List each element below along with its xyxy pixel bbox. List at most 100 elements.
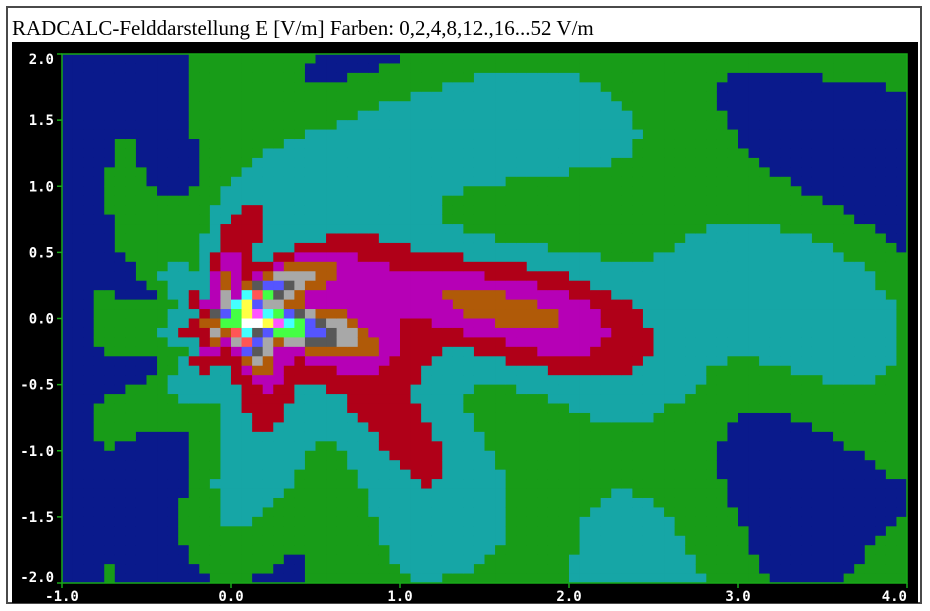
heatmap-cell	[801, 422, 813, 433]
heatmap-cell	[748, 290, 760, 301]
heatmap-cell	[452, 91, 464, 102]
heatmap-cell	[484, 488, 496, 499]
heatmap-cell	[326, 290, 338, 301]
heatmap-cell	[569, 157, 580, 168]
heatmap-cell	[252, 460, 264, 471]
heatmap-cell	[516, 327, 528, 338]
heatmap-cell	[569, 224, 580, 234]
heatmap-cell	[336, 545, 348, 556]
heatmap-cell	[231, 205, 242, 215]
heatmap-cell	[611, 167, 623, 178]
heatmap-cell	[674, 441, 686, 452]
heatmap-cell	[431, 375, 443, 386]
heatmap-cell	[294, 110, 306, 121]
heatmap-cell	[484, 186, 496, 197]
heatmap-cell	[885, 564, 897, 574]
heatmap-cell	[410, 72, 422, 83]
heatmap-cell	[516, 309, 528, 319]
heatmap-cell	[864, 195, 876, 206]
heatmap-cell	[283, 412, 295, 423]
heatmap-cell	[484, 271, 496, 282]
heatmap-cell	[706, 205, 718, 215]
heatmap-cell	[231, 252, 242, 263]
heatmap-cell	[664, 554, 676, 565]
heatmap-cell	[590, 72, 602, 83]
heatmap-cell	[611, 129, 623, 140]
heatmap-cell	[833, 507, 845, 518]
heatmap-cell	[558, 139, 570, 149]
heatmap-cell	[833, 441, 845, 452]
heatmap-cell	[537, 507, 549, 518]
heatmap-cell	[790, 346, 802, 357]
heatmap-cell	[157, 261, 169, 272]
heatmap-cell	[157, 526, 169, 537]
heatmap-cell	[526, 233, 538, 244]
heatmap-cell	[104, 271, 116, 282]
heatmap-cell	[558, 384, 570, 395]
heatmap-cell	[621, 148, 633, 159]
heatmap-cell	[188, 346, 200, 357]
heatmap-cell	[896, 365, 908, 376]
heatmap-cell	[421, 479, 433, 489]
heatmap-cell	[146, 280, 158, 291]
heatmap-cell	[283, 497, 295, 508]
heatmap-cell	[114, 120, 126, 130]
heatmap-cell	[864, 101, 876, 112]
heatmap-cell	[642, 91, 654, 102]
heatmap-cell	[516, 148, 528, 159]
heatmap-cell	[611, 290, 623, 301]
heatmap-cell	[885, 346, 897, 357]
heatmap-cell	[273, 460, 285, 471]
heatmap-cell	[83, 422, 95, 433]
heatmap-cell	[135, 129, 147, 140]
heatmap-cell	[135, 441, 147, 452]
heatmap-cell	[389, 403, 401, 414]
heatmap-cell	[759, 516, 771, 527]
heatmap-cell	[790, 554, 802, 565]
heatmap-cell	[885, 139, 897, 149]
heatmap-cell	[495, 554, 507, 565]
heatmap-cell	[262, 384, 274, 395]
heatmap-cell	[896, 167, 908, 178]
heatmap-cell	[632, 497, 644, 508]
heatmap-cell	[83, 460, 95, 471]
heatmap-cell	[769, 422, 781, 433]
heatmap-cell	[569, 479, 580, 489]
heatmap-cell	[674, 214, 686, 225]
heatmap-cell	[294, 157, 306, 168]
heatmap-cell	[822, 431, 834, 442]
heatmap-cell	[885, 337, 897, 348]
heatmap-cell	[896, 535, 908, 546]
heatmap-cell	[505, 545, 517, 556]
heatmap-cell	[547, 205, 559, 215]
heatmap-cell	[135, 309, 147, 319]
heatmap-cell	[294, 526, 306, 537]
heatmap-cell	[273, 403, 285, 414]
heatmap-cell	[864, 252, 876, 263]
heatmap-cell	[315, 497, 327, 508]
y-tick-label: -0.5	[20, 378, 54, 394]
heatmap-cell	[431, 242, 443, 253]
heatmap-cell	[685, 120, 697, 130]
heatmap-cell	[146, 167, 158, 178]
heatmap-cell	[199, 403, 211, 414]
heatmap-cell	[431, 526, 443, 537]
heatmap-cell	[875, 535, 887, 546]
heatmap-cell	[199, 516, 211, 527]
heatmap-cell	[188, 176, 200, 187]
heatmap-cell	[62, 488, 73, 499]
heatmap-cell	[547, 280, 559, 291]
heatmap-cell	[843, 327, 855, 338]
heatmap-cell	[72, 167, 84, 178]
heatmap-cell	[336, 148, 348, 159]
heatmap-cell	[199, 450, 211, 461]
heatmap-cell	[590, 412, 602, 423]
heatmap-cell	[843, 280, 855, 291]
heatmap-cell	[811, 233, 823, 244]
heatmap-cell	[780, 318, 792, 329]
heatmap-cell	[146, 186, 158, 197]
heatmap-cell	[389, 545, 401, 556]
heatmap-cell	[93, 157, 105, 168]
heatmap-cell	[579, 356, 591, 367]
heatmap-cell	[389, 195, 401, 206]
